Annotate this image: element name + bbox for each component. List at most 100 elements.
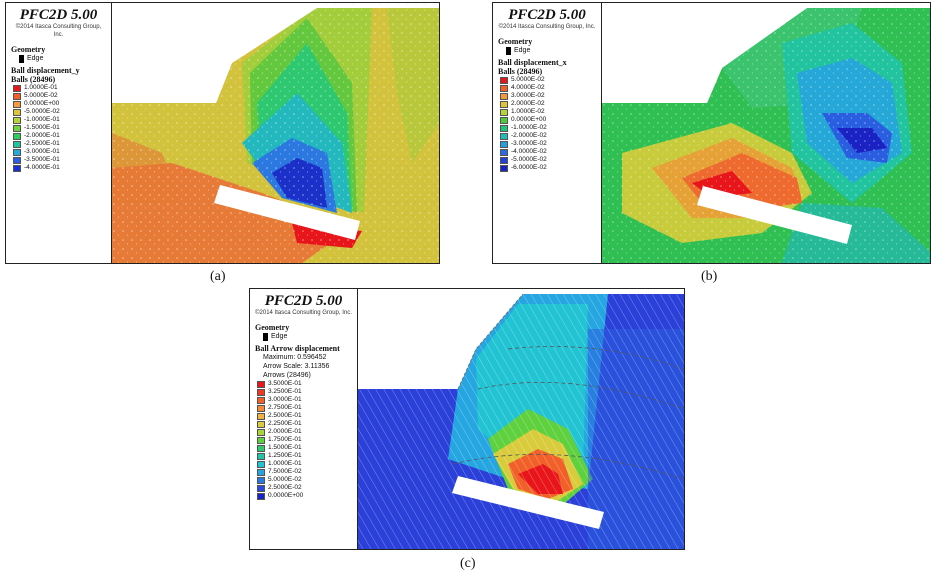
edge-label: Edge [514,47,531,54]
scale-swatch [13,116,21,124]
scale-row: -3.5000E-01 [13,156,106,164]
scale-row: 2.5000E-01 [257,412,352,420]
scale-value: 3.0000E-02 [511,92,545,99]
scale-value: 0.0000E+00 [511,116,547,123]
scale-swatch [500,132,508,140]
scale-row: 3.5000E-01 [257,380,352,388]
scale-value: -3.0000E-02 [511,140,547,147]
scale-row: -3.0000E-02 [500,140,596,148]
scale-row: -4.0000E-01 [13,164,106,172]
scale-value: -1.5000E-01 [24,124,60,131]
scale-swatch [13,108,21,116]
scale-swatch [500,156,508,164]
geometry-label: Geometry [498,37,533,46]
edge-plate-c [452,476,604,529]
caption-b: (b) [701,269,718,284]
scale-swatch [500,84,508,92]
panel-c-copyright: ©2014 Itasca Consulting Group, Inc. [255,310,352,316]
panel-a: PFC2D 5.00 ©2014 Itasca Consulting Group… [5,2,440,264]
legend-a: PFC2D 5.00 ©2014 Itasca Consulting Group… [6,3,112,263]
scale-row: 2.7500E-01 [257,404,352,412]
scale-value: -4.0000E-01 [24,164,60,171]
scale-swatch [13,124,21,132]
scale-swatch [257,460,265,468]
arrows-label: Arrows (28496) [263,372,311,379]
geometry-label: Geometry [255,323,290,332]
scale-swatch [13,148,21,156]
scale-value: -1.0000E-01 [24,116,60,123]
scale-swatch [500,100,508,108]
scale-value: 7.5000E-02 [268,468,302,475]
scale-value: 4.0000E-02 [511,84,545,91]
edge-label: Edge [27,55,44,62]
edge-swatch [263,332,268,341]
scale-row: 3.0000E-01 [257,396,352,404]
edge-label: Edge [271,333,288,340]
panel-b: PFC2D 5.00 ©2014 Itasca Consulting Group… [492,2,931,264]
caption-c: (c) [460,556,476,571]
scale-row: 0.0000E+00 [257,492,352,500]
scale-swatch [13,84,21,92]
color-scale: 5.0000E-02 4.0000E-02 3.0000E-02 2.0000E-02… [498,76,596,172]
scale-value: 5.0000E-02 [511,76,545,83]
scale-value: 5.0000E-02 [24,92,58,99]
scale-value: -2.0000E-02 [511,132,547,139]
quantity-label: Ball displacement_y [11,66,80,75]
scale-swatch [500,92,508,100]
edge-swatch [19,54,24,63]
scale-swatch [13,164,21,172]
scale-swatch [500,116,508,124]
scale-row: -5.0000E-02 [500,156,596,164]
scale-swatch [257,436,265,444]
contour-plot-b [602,3,930,263]
panel-a-title: PFC2D 5.00 [19,7,98,23]
field-a [112,3,439,263]
scale-value: 1.0000E-01 [24,84,58,91]
scale-row: 5.0000E-02 [13,92,106,100]
scale-swatch [257,492,265,500]
scale-swatch [13,156,21,164]
scale-row: 1.0000E-02 [500,108,596,116]
scale-row: -6.0000E-02 [500,164,596,172]
edge-legend-row: Edge [263,332,352,341]
contour-plot-a [112,3,439,263]
panel-c-title: PFC2D 5.00 [264,293,343,309]
scale-value: 1.2500E-01 [268,452,302,459]
scale-swatch [500,148,508,156]
quantity-label: Ball Arrow displacement [255,344,340,353]
scale-row: 2.5000E-02 [257,484,352,492]
field-c [358,289,684,549]
scale-row: 1.7500E-01 [257,436,352,444]
scale-row: 5.0000E-02 [500,76,596,84]
geometry-label: Geometry [11,45,46,54]
scale-swatch [257,380,265,388]
scale-row: -4.0000E-02 [500,148,596,156]
scale-row: 0.0000E+00 [13,100,106,108]
legend-c: PFC2D 5.00 ©2014 Itasca Consulting Group… [250,289,358,549]
caption-a: (a) [210,269,226,284]
scale-value: 1.7500E-01 [268,436,302,443]
count-label: Balls (28496) [498,67,543,76]
arrow-plot-c [358,289,684,549]
scale-value: -3.0000E-01 [24,148,60,155]
scale-row: 1.2500E-01 [257,452,352,460]
scale-row: 4.0000E-02 [500,84,596,92]
scale-swatch [13,100,21,108]
scale-row: 1.5000E-01 [257,444,352,452]
scale-swatch [500,108,508,116]
scale-row: 2.0000E-02 [500,100,596,108]
scale-value: 3.2500E-01 [268,388,302,395]
scale-row: -2.0000E-02 [500,132,596,140]
arrow-scale-label: Arrow Scale: 3.11356 [263,363,330,370]
color-scale: 1.0000E-01 5.0000E-02 0.0000E+00 -5.0000E-0… [11,84,106,172]
scale-value: 1.0000E-02 [511,108,545,115]
scale-value: 3.5000E-01 [268,380,302,387]
scale-swatch [500,140,508,148]
panel-b-copyright: ©2014 Itasca Consulting Group, Inc. [498,24,596,30]
scale-swatch [257,484,265,492]
scale-value: -5.0000E-02 [24,108,60,115]
color-scale: 3.5000E-01 3.2500E-01 3.0000E-01 2.7500E-01… [255,380,352,500]
scale-swatch [257,452,265,460]
scale-row: -2.0000E-01 [13,132,106,140]
scale-row: 2.2500E-01 [257,420,352,428]
